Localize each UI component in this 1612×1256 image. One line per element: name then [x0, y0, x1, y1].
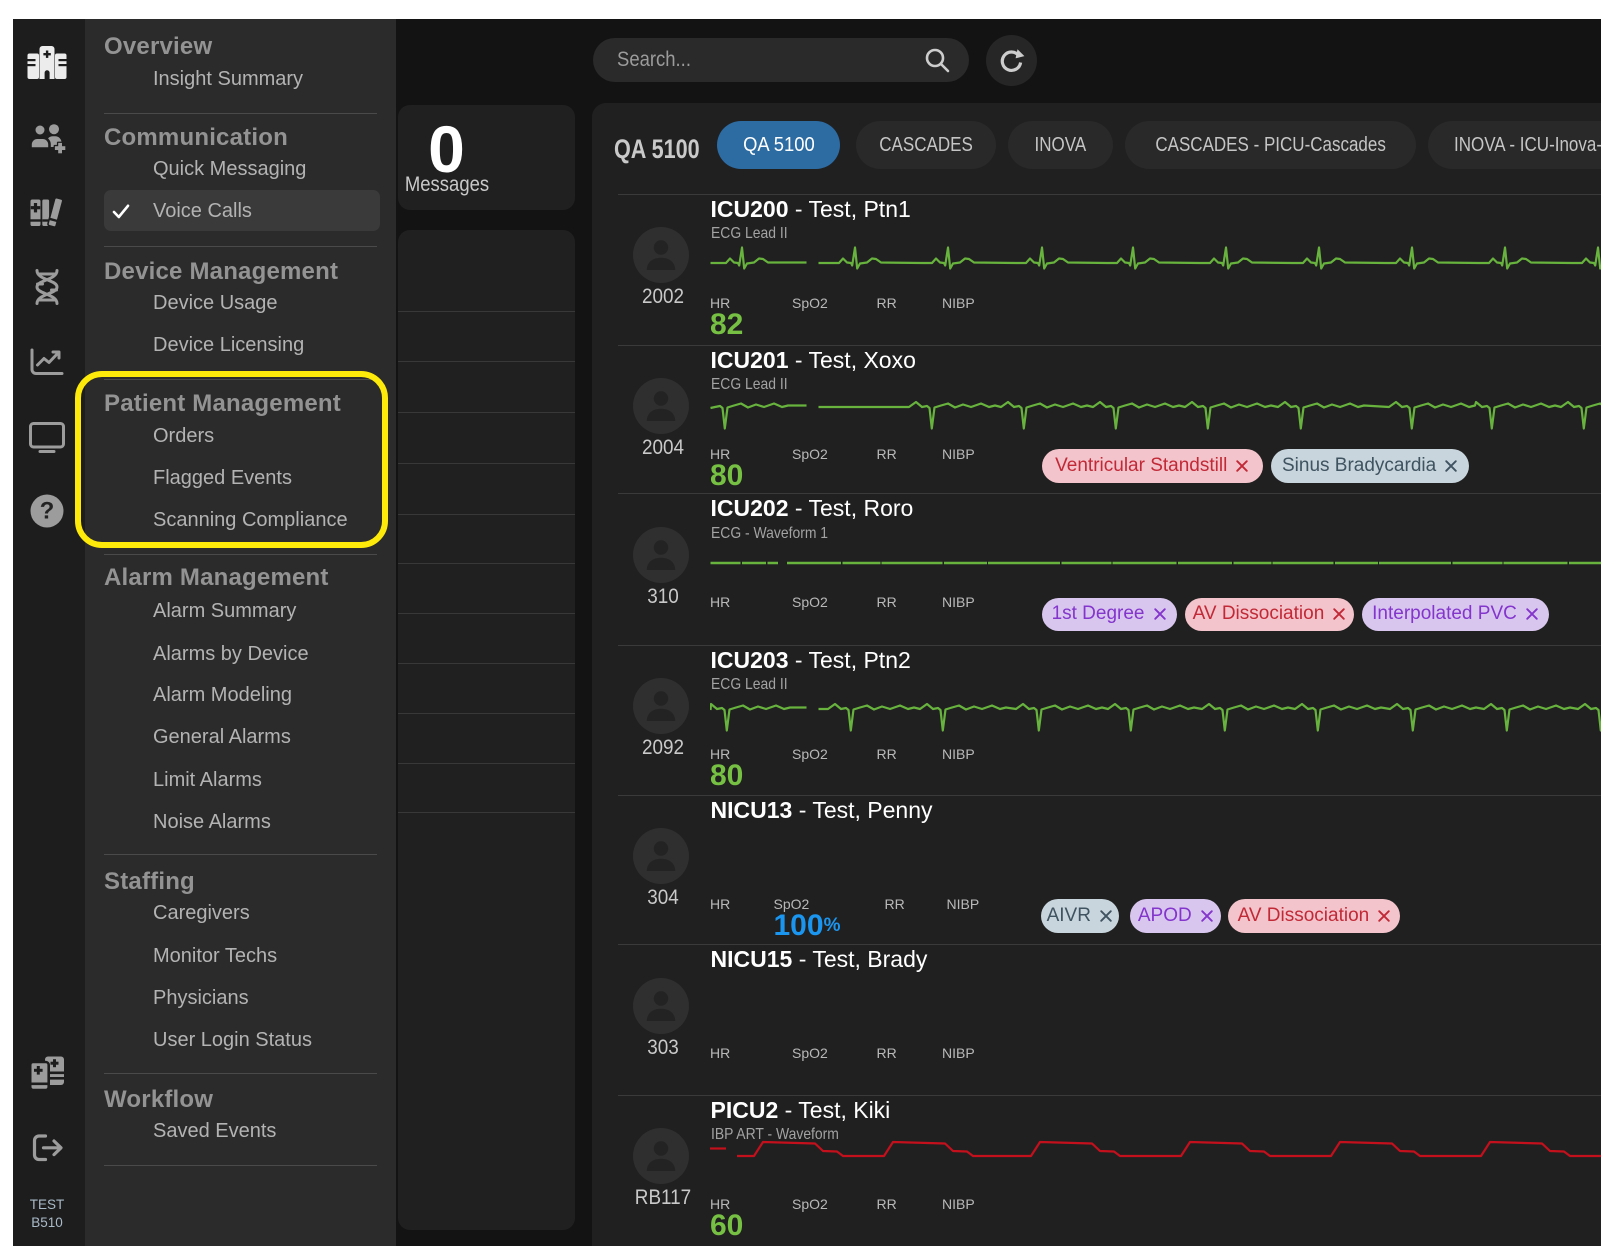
svg-text:?: ?	[40, 498, 55, 525]
